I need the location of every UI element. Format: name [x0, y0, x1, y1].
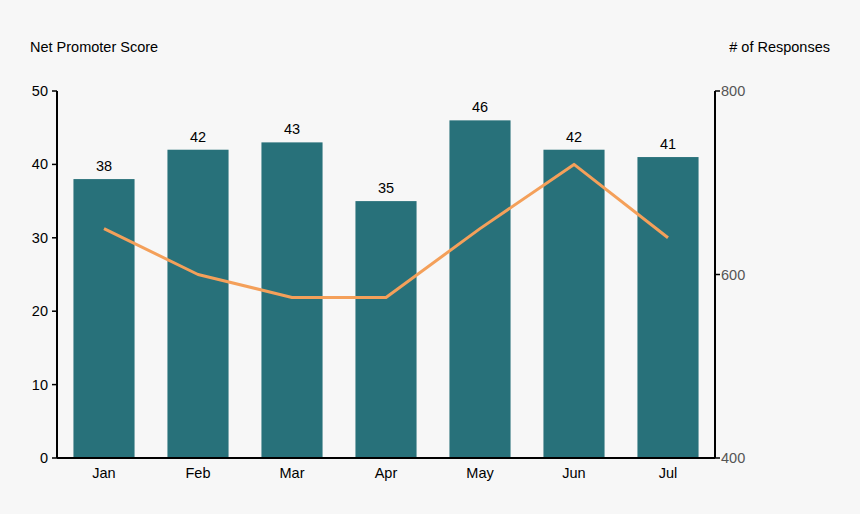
data-label: 35 [378, 180, 394, 196]
y-tick [52, 384, 57, 386]
y-tick-label: 20 [32, 303, 48, 319]
y-tick-label: 10 [32, 377, 48, 393]
data-label: 46 [472, 99, 488, 115]
x-tick-label: Mar [280, 465, 305, 481]
y2-tick [715, 90, 720, 92]
x-tick-label: Apr [375, 465, 398, 481]
data-labels: 38 42 43 35 46 42 41 [96, 99, 676, 196]
data-label: 38 [96, 158, 112, 174]
plot-marks [73, 120, 698, 458]
bar [73, 179, 134, 458]
y-tick [52, 457, 57, 459]
x-axis-line [57, 457, 715, 459]
y-tick [52, 310, 57, 312]
x-tick-label: Feb [186, 465, 211, 481]
x-tick-label: Jan [92, 465, 115, 481]
line [104, 164, 668, 297]
bar [167, 150, 228, 458]
y-axis-line [56, 91, 58, 458]
y-tick [52, 90, 57, 92]
y-tick-label: 50 [32, 83, 48, 99]
y-tick [52, 164, 57, 166]
y2-tick-label: 600 [721, 267, 745, 283]
data-label: 43 [284, 121, 300, 137]
x-tick-label: Jul [659, 465, 678, 481]
chart: Net Promoter Score # of Responses 38 42 43 35… [0, 0, 860, 514]
data-label: 42 [566, 129, 582, 145]
y2-tick-label: 800 [721, 83, 745, 99]
y2-tick-label: 400 [721, 450, 745, 466]
y-tick-label: 0 [40, 450, 48, 466]
y-tick-label: 40 [32, 156, 48, 172]
y2-axis-title: # of Responses [729, 39, 830, 55]
bar [261, 142, 322, 458]
y-tick-label: 30 [32, 230, 48, 246]
y2-tick [715, 457, 720, 459]
y-axis-title: Net Promoter Score [30, 39, 158, 55]
y2-tick [715, 274, 720, 276]
data-label: 41 [660, 136, 676, 152]
y-tick [52, 237, 57, 239]
axes: 0 10 20 30 40 50 400 600 800 Jan Feb Mar Apr May Jun Ju… [32, 83, 745, 481]
x-tick-label: May [466, 465, 494, 481]
x-tick-label: Jun [562, 465, 585, 481]
data-label: 42 [190, 129, 206, 145]
bar [543, 150, 604, 458]
bar [449, 120, 510, 458]
bar [355, 201, 416, 458]
bar [637, 157, 698, 458]
